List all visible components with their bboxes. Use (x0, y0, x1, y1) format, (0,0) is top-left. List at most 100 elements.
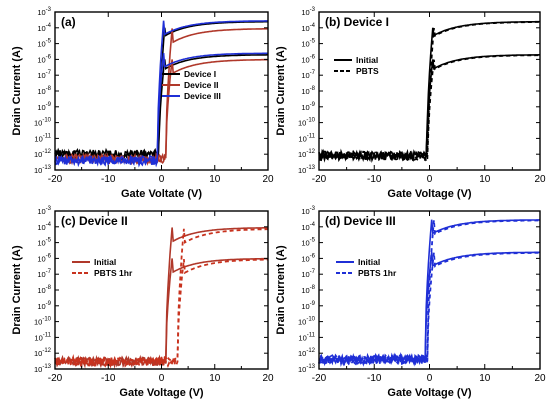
y-tick-label: 10-4 (301, 222, 315, 232)
panel-2: -20 -10 0 10 20 10-13 10-12 10-11 10-10 10-9 10-8 1… (11, 206, 274, 399)
panel-label: (d) Device III (325, 214, 396, 228)
y-tick-label: 10-6 (37, 54, 51, 64)
y-tick-label: 10-7 (37, 70, 51, 80)
y-tick-label: 10-11 (298, 133, 315, 143)
y-tick-label: 10-4 (37, 23, 51, 33)
plot-frame (54, 210, 269, 370)
x-tick-label: 20 (262, 174, 274, 185)
x-tick-label: -10 (367, 373, 382, 384)
series-line-pbts-1hr-high (318, 219, 541, 368)
y-tick-label: 10-8 (301, 86, 315, 96)
series-line-initial-low (54, 257, 268, 369)
panel-1: -20 -10 0 10 20 10-13 10-12 10-11 10-10 10-9 10-8 1… (275, 7, 546, 200)
legend-label: Device I (184, 69, 216, 79)
y-axis-label: Drain Current (A) (275, 46, 287, 136)
x-tick-label: 10 (209, 174, 221, 185)
y-tick-label: 10-10 (298, 317, 316, 327)
legend-label: PBTS 1hr (94, 268, 133, 278)
y-tick-label: 10-3 (301, 206, 315, 216)
panel-3: -20 -10 0 10 20 10-13 10-12 10-11 10-10 10-9 10-8 1… (275, 206, 546, 399)
y-tick-label: 10-4 (301, 23, 315, 33)
y-tick-label: 10-6 (301, 253, 315, 263)
y-tick-label: 10-13 (298, 165, 316, 175)
y-tick-label: 10-3 (37, 7, 51, 17)
y-tick-label: 10-5 (37, 39, 51, 49)
y-tick-label: 10-12 (34, 348, 52, 358)
series-group (318, 219, 541, 368)
x-axis-label: Gate Voltate (V) (121, 188, 202, 200)
x-tick-label: -20 (48, 174, 63, 185)
panel-0: -20 -10 0 10 20 10-13 10-12 10-11 10-10 10-9 10-8 1… (11, 7, 274, 200)
series-line-pbts-1hr-low (318, 251, 540, 368)
legend-label: PBTS 1hr (358, 268, 397, 278)
x-tick-label: 10 (209, 373, 221, 384)
x-tick-label: 0 (427, 373, 433, 384)
y-tick-label: 10-6 (301, 54, 315, 64)
panel-label: (a) (61, 15, 76, 29)
y-tick-label: 10-12 (298, 149, 316, 159)
panel-label: (c) Device II (61, 214, 128, 228)
legend-label: Device II (184, 80, 219, 90)
x-tick-label: -20 (48, 373, 63, 384)
y-tick-label: 10-5 (301, 39, 315, 49)
y-tick-label: 10-11 (34, 133, 51, 143)
y-tick-label: 10-7 (37, 269, 51, 279)
series-line-device-iii-low (54, 52, 268, 168)
series-group (54, 227, 269, 369)
series-line-initial-high (54, 227, 268, 369)
x-tick-label: 20 (262, 373, 274, 384)
x-tick-label: 0 (159, 174, 165, 185)
y-tick-label: 10-12 (298, 348, 316, 358)
series-line-device-i-low (54, 53, 268, 162)
y-tick-label: 10-13 (34, 165, 52, 175)
x-tick-label: 10 (479, 174, 491, 185)
legend-label: PBTS (356, 66, 379, 76)
x-tick-label: 10 (479, 373, 491, 384)
x-tick-label: -20 (312, 373, 327, 384)
x-axis-label: Gate Voltage (V) (119, 387, 203, 399)
y-tick-label: 10-5 (301, 238, 315, 248)
legend-label: Device III (184, 91, 221, 101)
y-tick-label: 10-4 (37, 222, 51, 232)
y-tick-label: 10-7 (301, 70, 315, 80)
series-line-initial-low (318, 251, 540, 367)
x-tick-label: 0 (427, 174, 433, 185)
y-tick-label: 10-8 (37, 86, 51, 96)
series-group (54, 20, 268, 168)
x-tick-label: 0 (159, 373, 165, 384)
x-tick-label: -20 (312, 174, 327, 185)
x-tick-label: -10 (367, 174, 382, 185)
y-tick-label: 10-7 (301, 269, 315, 279)
y-tick-label: 10-6 (37, 253, 51, 263)
series-line-device-iii-high (54, 20, 268, 168)
y-tick-label: 10-10 (34, 118, 52, 128)
series-line-pbts-high (318, 21, 540, 162)
series-line-pbts-low (318, 54, 540, 162)
x-tick-label: -10 (101, 373, 116, 384)
y-tick-label: 10-10 (298, 118, 316, 128)
y-axis-label: Drain Current (A) (275, 245, 287, 335)
y-tick-label: 10-13 (34, 364, 52, 374)
x-tick-label: 20 (534, 373, 546, 384)
y-tick-label: 10-9 (37, 301, 51, 311)
legend-label: Initial (356, 55, 378, 65)
y-tick-label: 10-9 (301, 301, 315, 311)
y-tick-label: 10-8 (301, 285, 315, 295)
x-axis-label: Gate Voltage (V) (387, 188, 471, 200)
series-line-pbts-1hr-high (54, 228, 268, 369)
series-group (318, 20, 540, 164)
y-tick-label: 10-3 (301, 7, 315, 17)
y-tick-label: 10-10 (34, 317, 52, 327)
y-axis-label: Drain Current (A) (11, 245, 23, 335)
y-tick-label: 10-13 (298, 364, 316, 374)
y-tick-label: 10-5 (37, 238, 51, 248)
y-tick-label: 10-3 (37, 206, 51, 216)
legend-label: Initial (358, 257, 380, 267)
x-tick-label: 20 (534, 174, 546, 185)
x-tick-label: -10 (101, 174, 116, 185)
